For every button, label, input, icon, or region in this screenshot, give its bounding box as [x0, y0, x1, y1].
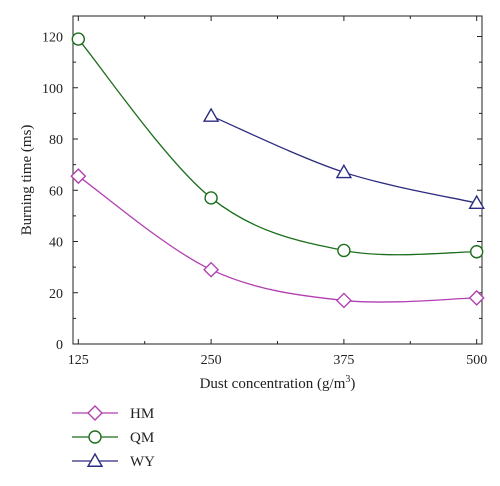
- x-tick-label-0: 125: [68, 353, 89, 368]
- point-wy-0: [202, 107, 220, 122]
- y-tick-label-0: 0: [56, 338, 63, 353]
- axes: [72, 15, 483, 345]
- legend-marker-wy: [86, 452, 104, 467]
- x-tick-label-1: 250: [201, 353, 222, 368]
- point-hm-3: [468, 289, 485, 306]
- legend-label-hm: HM: [130, 406, 154, 422]
- legend-label-wy: WY: [130, 454, 155, 470]
- point-wy-2: [468, 194, 485, 210]
- point-qm-0: [71, 32, 86, 46]
- x-tick-label-3: 500: [466, 353, 487, 368]
- point-qm-3: [469, 245, 484, 259]
- point-hm-2: [335, 292, 352, 309]
- y-tick-label-4: 80: [49, 133, 63, 148]
- x-axis-title: Dust concentration (g/m3): [200, 374, 356, 392]
- x-axis-title-suffix: ): [350, 376, 355, 392]
- point-hm-0: [70, 168, 87, 185]
- legend-marker-qm: [88, 430, 102, 444]
- y-tick-label-1: 20: [49, 287, 63, 302]
- y-axis-title: Burning time (ms): [19, 125, 35, 236]
- legend-label-qm: QM: [130, 430, 154, 446]
- point-hm-1: [203, 261, 220, 278]
- legend: HM QM WY: [72, 405, 155, 470]
- y-tick-label-2: 40: [49, 236, 63, 251]
- point-qm-2: [337, 243, 351, 258]
- x-axis-title-main: Dust concentration (g/m: [200, 376, 346, 392]
- x-tick-label-2: 375: [333, 353, 354, 368]
- series-line-wy: [210, 115, 477, 204]
- y-tick-label-3: 60: [49, 184, 63, 199]
- point-qm-1: [204, 191, 218, 205]
- legend-marker-hm: [87, 405, 103, 421]
- series-line-qm: [77, 38, 477, 256]
- y-tick-label-5: 100: [42, 82, 63, 97]
- x-axis-title-sup: 3: [345, 374, 350, 385]
- y-tick-label-6: 120: [42, 31, 63, 46]
- point-wy-1: [335, 163, 353, 179]
- series-line-hm: [77, 175, 477, 303]
- plot-frame: [72, 15, 483, 345]
- ticks: 125 250 375 500 0 20 40 60 80 100 120: [42, 16, 487, 368]
- series-layer: [70, 32, 485, 309]
